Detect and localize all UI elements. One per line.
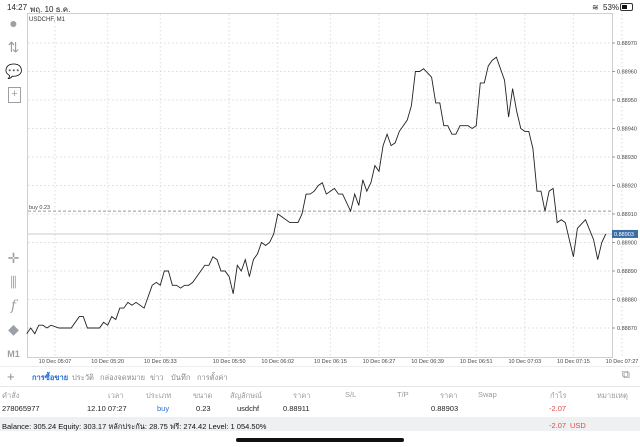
profit-currency: USD <box>570 421 586 430</box>
battery-percent: 53% <box>603 3 620 12</box>
y-tick-label: 0.88970 <box>617 41 637 47</box>
buy-order-label: buy 0.23 <box>29 205 50 211</box>
col-profit: กำไร <box>550 391 567 400</box>
y-tick-label: 0.88890 <box>617 269 637 275</box>
objects-icon[interactable]: ◆ <box>8 321 19 337</box>
tab-mailbox[interactable]: กล่องจดหมาย <box>100 373 146 382</box>
y-tick-label: 0.88930 <box>617 155 637 161</box>
x-tick-label: 10 Dec 06:02 <box>261 359 294 365</box>
col-price: ราคา <box>440 391 458 400</box>
layout-toggle-icon[interactable]: ⧉ <box>622 369 630 381</box>
order-id: 278065977 <box>2 404 40 413</box>
new-document-icon[interactable]: + <box>8 87 21 103</box>
y-tick-label: 0.88960 <box>617 70 637 76</box>
price-line <box>26 56 607 335</box>
tab-settings[interactable]: การตั้งค่า <box>197 373 228 382</box>
crosshair-icon[interactable]: ✛ <box>7 250 20 266</box>
x-tick-label: 10 Dec 07:03 <box>508 359 541 365</box>
x-tick-label: 10 Dec 07:27 <box>606 359 639 365</box>
col-tp: T/P <box>397 390 409 399</box>
x-tick-label: 10 Dec 06:39 <box>411 359 444 365</box>
tab-journal[interactable]: บันทึก <box>171 373 191 382</box>
chart-grid <box>28 14 623 357</box>
col-sl: S/L <box>345 390 357 399</box>
col-time: เวลา <box>108 391 124 400</box>
current-price-label: 0.88903 <box>614 232 634 238</box>
price-chart[interactable]: USDCHF, M1 buy 0.23 0.88903 0.88970 0.8896… <box>0 0 640 368</box>
balance-summary: Balance: 305.24 Equity: 303.17 หลักประกั… <box>2 422 267 431</box>
battery-icon <box>620 3 633 11</box>
y-tick-label: 0.88950 <box>617 98 637 104</box>
order-open-price: 0.88911 <box>283 404 310 413</box>
wifi-icon: ≋ <box>592 3 599 12</box>
tab-news[interactable]: ข่าว <box>150 373 164 382</box>
x-tick-label: 10 Dec 06:51 <box>460 359 493 365</box>
chart-symbol-label: USDCHF, M1 <box>29 17 66 23</box>
x-tick-label: 10 Dec 05:33 <box>144 359 177 365</box>
add-icon[interactable]: + <box>7 369 15 384</box>
order-size: 0.23 <box>196 404 211 413</box>
table-header: คำสั่ง เวลา ประเภท ขนาด สัญลักษณ์ ราคา S… <box>0 386 640 400</box>
function-icon[interactable]: f <box>10 298 17 314</box>
y-tick-label: 0.88870 <box>617 326 637 332</box>
balance-bar: Balance: 305.24 Equity: 303.17 หลักประกั… <box>0 417 640 431</box>
total-profit: -2.07 <box>549 421 567 430</box>
order-profit: -2.07 <box>549 404 567 413</box>
current-price-badge <box>612 229 638 238</box>
x-tick-label: 10 Dec 07:15 <box>557 359 590 365</box>
trade-icon[interactable]: ⇅ <box>7 39 20 55</box>
col-swap: Swap <box>478 390 497 399</box>
col-symbol: สัญลักษณ์ <box>230 391 263 400</box>
home-indicator[interactable] <box>236 438 404 442</box>
status-bar: 14:27 พฤ. 10 ธ.ค. ≋ 53% <box>0 0 640 14</box>
order-current-price: 0.88903 <box>431 404 459 413</box>
x-tick-label: 10 Dec 06:15 <box>314 359 347 365</box>
tab-trade[interactable]: การซื้อขาย <box>32 373 69 382</box>
tab-history[interactable]: ประวัติ <box>72 373 94 382</box>
x-tick-label: 10 Dec 05:50 <box>213 359 246 365</box>
status-date: พฤ. 10 ธ.ค. <box>30 5 71 14</box>
y-tick-label: 0.88900 <box>617 241 637 247</box>
y-tick-label: 0.88920 <box>617 184 637 190</box>
col-order: คำสั่ง <box>2 391 20 400</box>
x-tick-label: 10 Dec 06:27 <box>363 359 396 365</box>
col-size: ขนาด <box>193 391 213 400</box>
y-tick-label: 0.88910 <box>617 212 637 218</box>
order-time: 12.10 07:27 <box>87 404 127 413</box>
col-open-price: ราคา <box>293 391 311 400</box>
col-comment: หมายเหตุ <box>597 391 628 400</box>
order-type: buy <box>157 404 170 413</box>
chat-icon[interactable]: 💬 <box>5 63 23 79</box>
terminal-tabs: + การซื้อขาย ประวัติ กล่องจดหมาย ข่าว บั… <box>0 366 640 387</box>
y-tick-label: 0.88880 <box>617 298 637 304</box>
x-tick-label: 10 Dec 05:07 <box>39 359 72 365</box>
indicators-icon[interactable]: ⫼ <box>10 274 17 290</box>
x-tick-label: 10 Dec 05:20 <box>91 359 124 365</box>
order-symbol: usdchf <box>237 404 260 413</box>
y-tick-label: 0.88940 <box>617 127 637 133</box>
col-type: ประเภท <box>146 391 172 400</box>
account-icon[interactable]: ● <box>9 15 18 31</box>
status-time: 14:27 <box>7 3 28 12</box>
timeframe-button[interactable]: M1 <box>7 349 20 359</box>
table-row[interactable]: 278065977 12.10 07:27 buy 0.23 usdchf 0.… <box>0 400 640 417</box>
left-toolbar: ● ⇅ 💬 + ✛ ⫼ f ◆ M1 <box>0 13 27 363</box>
